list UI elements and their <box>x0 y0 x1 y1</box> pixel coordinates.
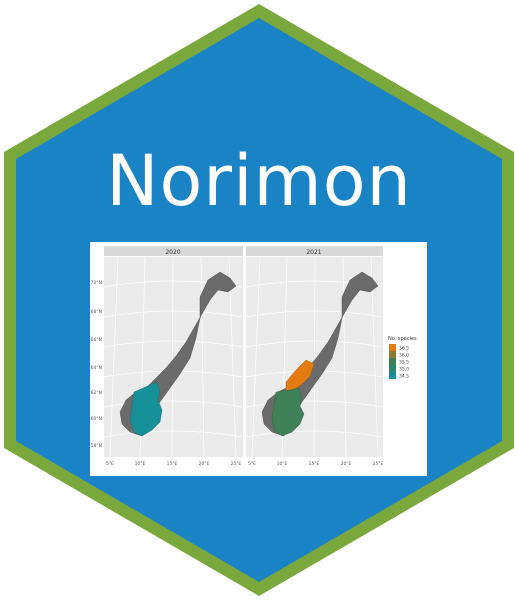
norway-south-2021 <box>271 387 305 437</box>
panel2-xtick-2: 15°E <box>309 461 320 467</box>
legend-swatch-1 <box>389 351 396 358</box>
legend-swatch-2 <box>389 358 396 365</box>
panel-2020: 2020 70°N 68°N 66°N 64°N 62°N 60°N 58°N … <box>91 246 244 467</box>
panel1-ytick-4: 62°N <box>91 390 102 396</box>
panel1-ytick-0: 70°N <box>91 280 102 286</box>
legend-label-4: 34.5 <box>399 374 409 380</box>
legend-label-0: 36.5 <box>399 346 409 352</box>
panel1-ytick-5: 60°N <box>91 416 102 422</box>
panel1-ytick-1: 68°N <box>91 309 102 315</box>
legend-swatch-0 <box>389 344 396 351</box>
panel2-xtick-0: 5°E <box>248 461 256 467</box>
panel1-ytick-6: 58°N <box>91 443 102 449</box>
panel1-xtick-3: 20°E <box>199 461 210 467</box>
legend-swatch-4 <box>389 372 396 379</box>
legend-swatch-3 <box>389 365 396 372</box>
legend-label-2: 35.5 <box>399 360 409 366</box>
legend: No. species 36.5 36.0 35.5 35.0 34.5 <box>388 336 417 380</box>
panel1-xtick-1: 10°E <box>135 461 146 467</box>
panel1-ytick-3: 64°N <box>91 365 102 371</box>
map-svg: 2020 70°N 68°N 66°N 64°N 62°N 60°N 58°N … <box>91 246 417 467</box>
norway-map-figure: 2020 70°N 68°N 66°N 64°N 62°N 60°N 58°N … <box>90 242 427 476</box>
legend-title: No. species <box>388 336 417 342</box>
panel1-xtick-4: 25°E <box>231 461 242 467</box>
panel-label-2021: 2021 <box>306 249 321 256</box>
panel-2021: 2021 5°E 10°E 15°E 20°E 25°E <box>245 246 384 467</box>
legend-label-1: 36.0 <box>399 353 409 359</box>
legend-label-3: 35.0 <box>399 367 409 373</box>
panel2-xtick-3: 20°E <box>341 461 352 467</box>
panel1-xtick-2: 15°E <box>167 461 178 467</box>
panel1-xtick-0: 5°E <box>106 461 114 467</box>
norway-south-2020 <box>129 381 163 437</box>
panel-label-2020: 2020 <box>165 249 180 256</box>
panel2-xtick-1: 10°E <box>277 461 288 467</box>
sticker-title: Norimon <box>106 140 412 222</box>
panel1-ytick-2: 66°N <box>91 337 102 343</box>
panel2-xtick-4: 25°E <box>373 461 384 467</box>
panel-strip-2021 <box>246 246 383 256</box>
panel-strip-2020 <box>104 246 243 256</box>
